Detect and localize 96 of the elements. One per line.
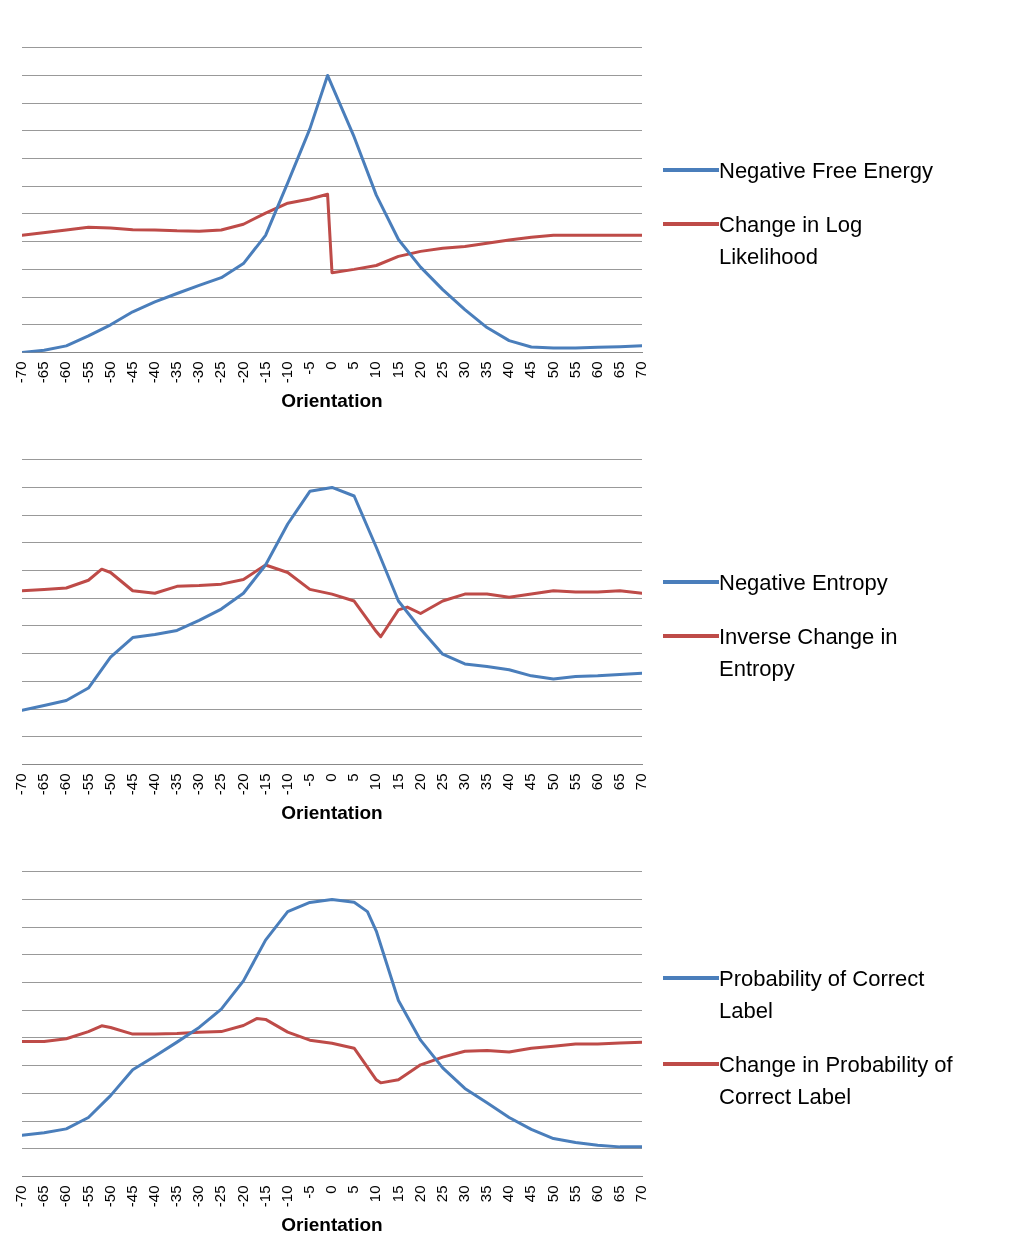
x-axis-title: Orientation: [281, 389, 383, 411]
x-tick-label: -15: [255, 361, 273, 383]
x-tick-label: 10: [366, 361, 384, 378]
x-tick-label: 60: [587, 773, 605, 790]
x-tick-label: 25: [432, 361, 450, 378]
legend-label: Probability of Correct Label: [719, 965, 926, 1025]
x-tick-label: -70: [12, 1185, 30, 1207]
x-tick-label: 70: [632, 361, 650, 378]
x-tick-label: 25: [432, 1185, 450, 1202]
x-tick-label: -65: [34, 1185, 52, 1207]
x-tick-label: -60: [56, 361, 74, 383]
x-tick-label: -35: [167, 361, 185, 383]
x-tick-label: -5: [300, 1185, 317, 1199]
x-tick-label: -20: [233, 1185, 251, 1207]
x-tick-label: 30: [455, 361, 472, 378]
x-tick-label: -10: [277, 1185, 295, 1207]
x-axis-title: Orientation: [281, 801, 383, 823]
x-tick-label: -40: [145, 361, 162, 383]
x-tick-label: 55: [565, 361, 583, 378]
x-tick-label: 5: [344, 1185, 362, 1194]
x-tick-label: 45: [521, 773, 539, 790]
x-tick-label: -60: [56, 773, 74, 795]
x-tick-label: 20: [410, 1185, 428, 1202]
x-tick-label: -5: [300, 361, 317, 375]
x-tick-label: 10: [366, 773, 384, 790]
x-tick-label: -25: [211, 361, 229, 383]
x-tick-label: 30: [455, 773, 472, 790]
x-tick-label: 70: [632, 773, 650, 790]
x-tick-label: 45: [521, 1185, 539, 1202]
legend-label: Negative Entropy: [719, 569, 888, 597]
legend-label: Negative Free Energy: [719, 157, 933, 185]
x-tick-label: -5: [300, 773, 317, 787]
x-tick-label: 0: [322, 361, 340, 370]
x-tick-label: -70: [12, 773, 30, 795]
x-tick-label: 30: [455, 1185, 472, 1202]
x-tick-label: -40: [145, 1185, 162, 1207]
x-tick-label: -50: [100, 1185, 118, 1207]
x-tick-label: 35: [477, 773, 495, 790]
x-tick-label: 15: [388, 361, 406, 378]
x-tick-label: 70: [632, 1185, 650, 1202]
x-tick-label: -15: [255, 773, 273, 795]
x-tick-label: 35: [477, 361, 495, 378]
x-tick-label: -40: [145, 773, 162, 795]
x-tick-label: 45: [521, 361, 539, 378]
x-tick-label: 25: [432, 773, 450, 790]
x-tick-label: 5: [344, 773, 362, 782]
x-tick-label: -10: [277, 361, 295, 383]
legend-label: Change in Log Likelihood: [719, 211, 864, 271]
x-tick-label: 20: [410, 773, 428, 790]
x-tick-label: -50: [100, 361, 118, 383]
x-tick-label: -20: [233, 361, 251, 383]
x-tick-label: 65: [610, 361, 627, 378]
x-tick-label: -65: [34, 361, 52, 383]
x-tick-label: -70: [12, 361, 30, 383]
x-tick-label: 15: [388, 1185, 406, 1202]
x-tick-label: -55: [78, 361, 96, 383]
x-axis-title: Orientation: [281, 1213, 383, 1235]
x-tick-label: -45: [122, 361, 140, 383]
x-tick-label: -45: [122, 773, 140, 795]
x-tick-label: -30: [189, 1185, 207, 1207]
x-tick-label: -50: [100, 773, 118, 795]
x-tick-label: 65: [610, 1185, 627, 1202]
x-tick-label: 40: [499, 361, 517, 378]
x-tick-label: 35: [477, 1185, 495, 1202]
x-tick-label: 60: [587, 1185, 605, 1202]
x-tick-label: 10: [366, 1185, 384, 1202]
x-tick-label: 50: [543, 1185, 561, 1202]
x-tick-label: -20: [233, 773, 251, 795]
x-tick-label: -10: [277, 773, 295, 795]
x-tick-label: 50: [543, 773, 561, 790]
x-tick-label: -35: [167, 773, 185, 795]
x-tick-label: -45: [122, 1185, 140, 1207]
x-tick-label: 40: [499, 1185, 517, 1202]
legend-label: Change in Probability of Correct Label: [719, 1051, 954, 1111]
x-tick-label: -15: [255, 1185, 273, 1207]
x-tick-label: -65: [34, 773, 52, 795]
x-tick-label: 20: [410, 361, 428, 378]
x-tick-label: 60: [587, 361, 605, 378]
x-tick-label: 55: [565, 773, 583, 790]
x-tick-label: -25: [211, 1185, 229, 1207]
x-tick-label: -30: [189, 361, 207, 383]
x-tick-label: 5: [344, 361, 362, 370]
x-tick-label: 50: [543, 361, 561, 378]
x-tick-label: 0: [322, 1185, 340, 1194]
x-tick-label: -55: [78, 1185, 96, 1207]
x-tick-label: -25: [211, 773, 229, 795]
x-tick-label: -60: [56, 1185, 74, 1207]
x-tick-label: 65: [610, 773, 627, 790]
x-tick-label: 40: [499, 773, 517, 790]
x-tick-label: -55: [78, 773, 96, 795]
x-tick-label: -35: [167, 1185, 185, 1207]
x-tick-label: 55: [565, 1185, 583, 1202]
x-tick-label: 0: [322, 773, 340, 782]
x-tick-label: 15: [388, 773, 406, 790]
legend-label: Inverse Change in Entropy: [719, 623, 899, 683]
x-tick-label: -30: [189, 773, 207, 795]
